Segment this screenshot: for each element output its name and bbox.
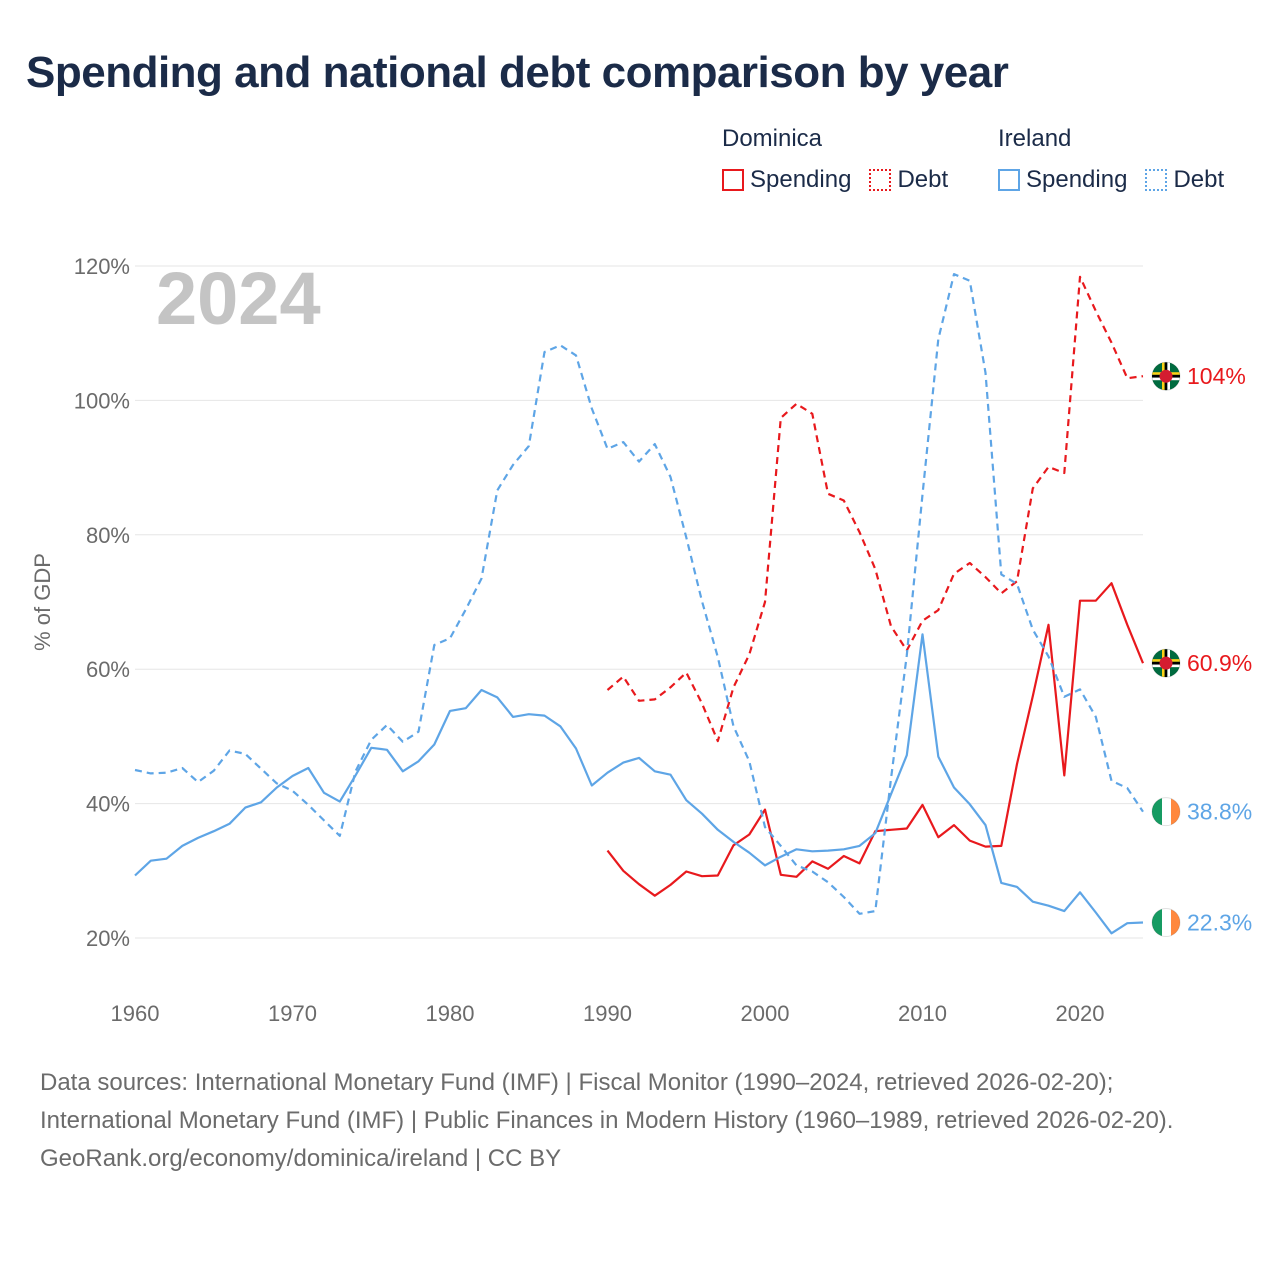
legend-swatch-ireland-debt[interactable] xyxy=(1145,169,1168,191)
x-tick-label: 2010 xyxy=(898,1001,947,1026)
y-tick-label: 80% xyxy=(86,523,130,548)
end-label-dominica-spending: 60.9% xyxy=(1187,650,1252,676)
flag-icon-dominica-debt xyxy=(1151,361,1181,391)
legend-group-dominica: Dominica Spending Debt xyxy=(722,124,966,194)
legend-label-dominica-debt[interactable]: Debt xyxy=(897,166,949,193)
series-line-ireland-debt[interactable] xyxy=(134,273,1144,915)
legend-swatch-dominica-spending[interactable] xyxy=(722,169,744,191)
chart-title: Spending and national debt comparison by… xyxy=(26,48,1009,97)
year-watermark: 2024 xyxy=(156,257,321,340)
flag-icon-dominica-spending xyxy=(1151,648,1181,678)
flag-icon-ireland-debt xyxy=(1151,797,1181,827)
legend-swatch-ireland-spending[interactable] xyxy=(998,169,1020,191)
y-tick-label: 60% xyxy=(86,657,130,682)
y-tick-label: 100% xyxy=(74,388,130,413)
y-axis-label: % of GDP xyxy=(30,553,55,651)
legend-label-ireland-debt[interactable]: Debt xyxy=(1173,166,1225,193)
y-tick-label: 120% xyxy=(74,254,130,279)
y-tick-label: 20% xyxy=(86,926,130,951)
legend-label-ireland-spending[interactable]: Spending xyxy=(1026,166,1128,193)
legend-label-dominica-spending[interactable]: Spending xyxy=(750,166,852,193)
x-tick-label: 1960 xyxy=(111,1001,160,1026)
y-tick-label: 40% xyxy=(86,792,130,817)
data-sources: Data sources: International Monetary Fun… xyxy=(40,1069,1174,1134)
end-label-ireland-debt: 38.8% xyxy=(1187,799,1252,825)
legend-swatch-dominica-debt[interactable] xyxy=(869,169,892,191)
end-label-dominica-debt: 104% xyxy=(1187,363,1246,389)
x-tick-label: 1970 xyxy=(268,1001,317,1026)
series-line-dominica-debt[interactable] xyxy=(606,275,1144,743)
legend-country-dominica: Dominica xyxy=(722,125,823,152)
x-tick-label: 1980 xyxy=(426,1001,475,1026)
x-tick-label: 2020 xyxy=(1056,1001,1105,1026)
series-line-dominica-spending[interactable] xyxy=(606,582,1145,897)
x-tick-label: 1990 xyxy=(583,1001,632,1026)
line-chart: 20% 40% 60% 80% 100% 120% 1960 1970 1980 1990 2000… xyxy=(30,254,1252,1026)
credit-link[interactable]: GeoRank.org/economy/dominica/ireland | C… xyxy=(40,1145,562,1172)
legend-group-ireland: Ireland Spending Debt xyxy=(998,124,1224,194)
x-tick-label: 2000 xyxy=(741,1001,790,1026)
flag-icon-ireland-spending xyxy=(1151,908,1181,938)
legend-country-ireland: Ireland xyxy=(998,125,1072,152)
series-line-ireland-spending[interactable] xyxy=(134,633,1144,935)
footer: Data sources: International Monetary Fun… xyxy=(40,1064,1240,1178)
end-label-ireland-spending: 22.3% xyxy=(1187,910,1252,936)
